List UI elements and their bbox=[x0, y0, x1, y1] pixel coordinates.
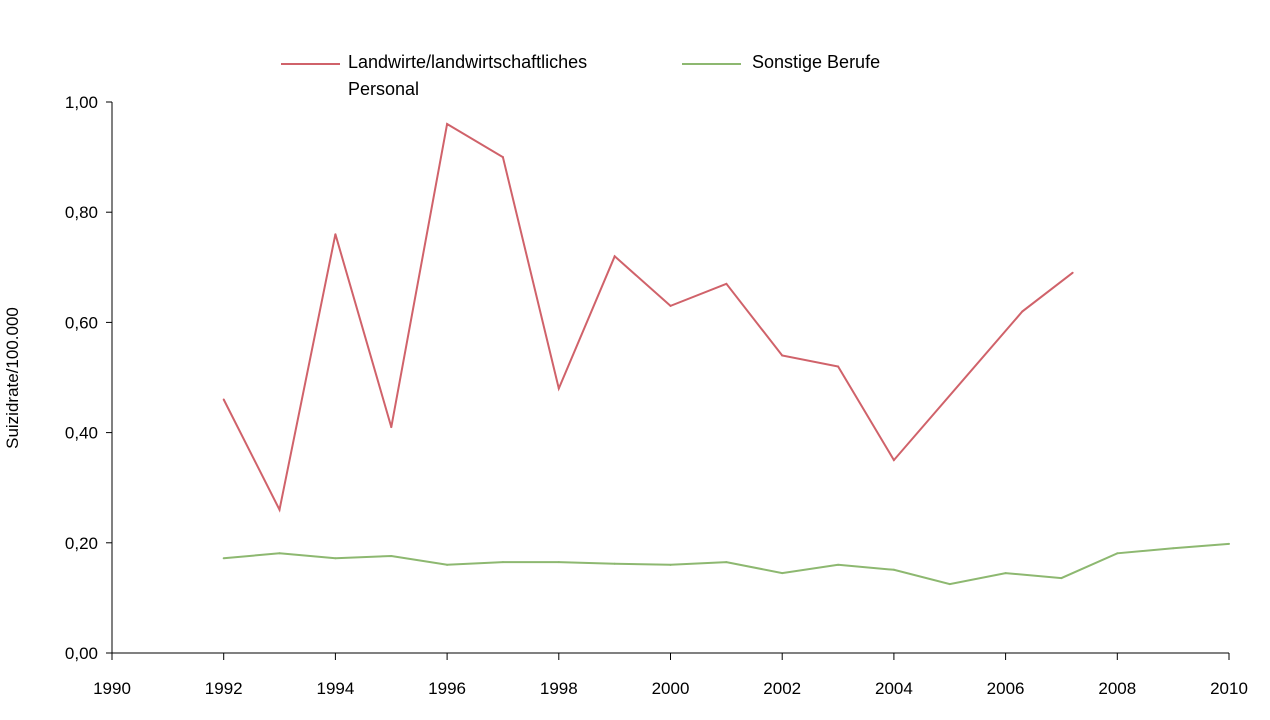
x-tick-label: 1990 bbox=[93, 679, 131, 698]
data-point-1 bbox=[1060, 577, 1063, 580]
data-point-0 bbox=[669, 304, 672, 307]
data-point-1 bbox=[1172, 547, 1175, 550]
data-point-0 bbox=[725, 282, 728, 285]
data-point-1 bbox=[278, 552, 281, 555]
data-point-1 bbox=[892, 568, 895, 571]
data-point-1 bbox=[334, 557, 337, 560]
data-point-0 bbox=[446, 123, 449, 126]
data-point-0 bbox=[278, 508, 281, 511]
legend-label-farmers-line1: Landwirte/landwirtschaftliches bbox=[348, 52, 587, 72]
data-point-0 bbox=[1071, 271, 1074, 274]
data-point-0 bbox=[1021, 310, 1024, 313]
data-point-1 bbox=[613, 562, 616, 565]
data-point-0 bbox=[837, 365, 840, 368]
x-tick-label: 2010 bbox=[1210, 679, 1248, 698]
legend: Landwirte/landwirtschaftliches Personal … bbox=[281, 52, 880, 99]
y-tick-label: 0,00 bbox=[65, 644, 98, 663]
y-tick-label: 0,80 bbox=[65, 203, 98, 222]
data-point-1 bbox=[390, 555, 393, 558]
x-tick-label: 1994 bbox=[316, 679, 354, 698]
data-point-1 bbox=[222, 557, 225, 560]
data-point-1 bbox=[781, 572, 784, 575]
x-tick-label: 2006 bbox=[987, 679, 1025, 698]
y-tick-label: 1,00 bbox=[65, 93, 98, 112]
data-point-1 bbox=[501, 561, 504, 564]
y-tick-label: 0,40 bbox=[65, 424, 98, 443]
data-point-1 bbox=[1228, 542, 1230, 545]
x-tick-label: 2002 bbox=[763, 679, 801, 698]
x-tick-label: 1996 bbox=[428, 679, 466, 698]
y-axis-label: Suizidrate/100.000 bbox=[3, 307, 22, 449]
series-line-1 bbox=[223, 542, 1230, 586]
data-point-0 bbox=[334, 233, 337, 236]
data-point-1 bbox=[446, 563, 449, 566]
data-point-0 bbox=[781, 354, 784, 357]
data-point-1 bbox=[725, 561, 728, 564]
x-tick-label: 2000 bbox=[652, 679, 690, 698]
data-point-0 bbox=[501, 156, 504, 159]
data-point-1 bbox=[669, 563, 672, 566]
y-tick-label: 0,60 bbox=[65, 313, 98, 332]
legend-label-farmers-line2: Personal bbox=[348, 79, 419, 99]
legend-label-other: Sonstige Berufe bbox=[752, 52, 880, 72]
data-point-0 bbox=[557, 387, 560, 390]
x-tick-label: 1992 bbox=[205, 679, 243, 698]
data-point-1 bbox=[1004, 572, 1007, 575]
data-point-0 bbox=[613, 255, 616, 258]
series-line-0 bbox=[222, 122, 1074, 513]
x-tick-label: 2008 bbox=[1098, 679, 1136, 698]
y-tick-label: 0,20 bbox=[65, 534, 98, 553]
data-point-1 bbox=[837, 563, 840, 566]
data-point-1 bbox=[948, 583, 951, 586]
x-tick-label: 1998 bbox=[540, 679, 578, 698]
data-point-0 bbox=[222, 398, 225, 401]
data-point-1 bbox=[557, 561, 560, 564]
data-point-1 bbox=[1116, 552, 1119, 555]
data-point-0 bbox=[390, 426, 393, 429]
data-point-0 bbox=[892, 459, 895, 462]
x-tick-label: 2004 bbox=[875, 679, 913, 698]
